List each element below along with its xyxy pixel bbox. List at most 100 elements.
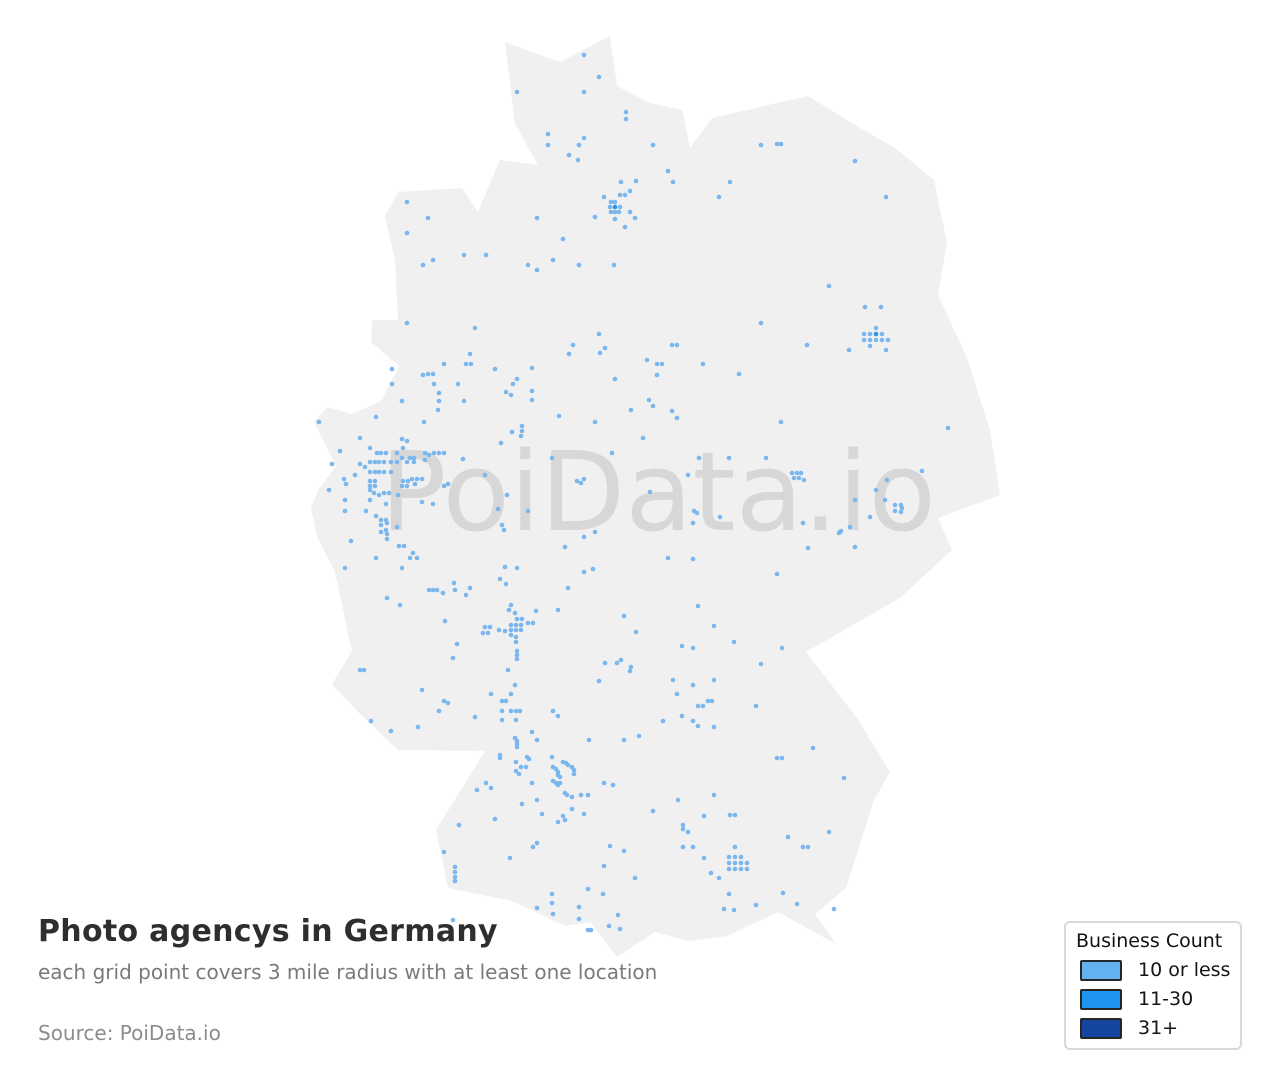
map-dot xyxy=(674,415,680,421)
map-dot xyxy=(397,602,403,608)
map-dot xyxy=(800,844,806,850)
map-dot xyxy=(419,687,425,693)
map-dot xyxy=(404,320,410,326)
legend-label-10-or-less: 10 or less xyxy=(1138,959,1231,981)
map-dot xyxy=(430,501,436,507)
map-dot xyxy=(574,478,580,484)
map-dot xyxy=(701,813,707,819)
map-dot xyxy=(504,492,510,498)
map-dot xyxy=(434,587,440,593)
map-dot xyxy=(680,844,686,850)
map-dot xyxy=(708,870,714,876)
map-dot xyxy=(422,457,428,463)
map-dot xyxy=(441,849,447,855)
map-dot xyxy=(430,371,436,377)
map-dot xyxy=(445,481,451,487)
map-dot xyxy=(627,188,633,194)
map-dot xyxy=(826,283,832,289)
map-dot xyxy=(753,703,759,709)
map-dot xyxy=(627,209,633,215)
map-dot xyxy=(463,361,469,367)
map-dot xyxy=(530,844,536,850)
map-dot xyxy=(389,366,395,372)
map-dot xyxy=(505,667,511,673)
map-dot xyxy=(660,718,666,724)
map-dot xyxy=(425,371,431,377)
map-dot xyxy=(383,501,389,507)
map-dot xyxy=(632,215,638,221)
map-dot xyxy=(852,544,858,550)
map-dot xyxy=(633,629,639,635)
map-dot xyxy=(496,627,502,633)
map-dot xyxy=(617,204,623,210)
map-dot xyxy=(731,639,737,645)
map-dot xyxy=(690,520,696,526)
map-dot xyxy=(690,682,696,688)
map-dot xyxy=(883,194,889,200)
map-dot xyxy=(852,158,858,164)
map-dot xyxy=(617,926,623,932)
map-dot xyxy=(805,844,811,850)
map-dot xyxy=(585,886,591,892)
map-dot xyxy=(480,630,486,636)
map-dot xyxy=(367,445,373,451)
map-dot xyxy=(590,566,596,572)
map-dot xyxy=(419,499,425,505)
map-dot xyxy=(483,780,489,786)
map-dot xyxy=(357,667,363,673)
map-dot xyxy=(421,419,427,425)
map-dot xyxy=(581,89,587,95)
map-dot xyxy=(597,350,603,356)
map-dot xyxy=(791,475,797,481)
legend-title: Business Count xyxy=(1076,930,1223,952)
map-dot xyxy=(488,785,494,791)
map-dot xyxy=(585,792,591,798)
map-dot xyxy=(362,464,368,470)
map-dot xyxy=(721,906,727,912)
map-dot xyxy=(363,508,369,514)
map-dot xyxy=(670,677,676,683)
map-dot xyxy=(576,904,582,910)
map-dot xyxy=(679,643,685,649)
map-dot xyxy=(367,487,373,493)
map-dot xyxy=(503,389,509,395)
map-dot xyxy=(555,713,561,719)
map-dot xyxy=(588,927,594,933)
map-dot xyxy=(472,714,478,720)
map-dot xyxy=(508,392,514,398)
map-dot xyxy=(632,875,638,881)
map-dot xyxy=(592,529,598,535)
map-dot xyxy=(778,419,784,425)
map-dot xyxy=(659,361,665,367)
map-dot xyxy=(529,729,535,735)
map-dot xyxy=(509,429,515,435)
map-dot xyxy=(329,461,335,467)
map-dot xyxy=(753,902,759,908)
map-dot xyxy=(612,216,618,222)
map-dot xyxy=(609,450,615,456)
map-dot xyxy=(519,616,525,622)
map-dot xyxy=(778,141,784,147)
map-dot xyxy=(472,325,478,331)
map-dot xyxy=(533,608,539,614)
map-dot xyxy=(644,357,650,363)
map-dot xyxy=(534,840,540,846)
map-dot xyxy=(873,325,879,331)
map-dot xyxy=(436,708,442,714)
map-dot xyxy=(679,713,685,719)
map-dot xyxy=(454,641,460,647)
map-dot xyxy=(744,866,750,872)
map-dot xyxy=(518,764,524,770)
map-dot xyxy=(607,843,613,849)
map-dot xyxy=(388,728,394,734)
map-dot xyxy=(502,564,508,570)
map-dot xyxy=(373,414,379,420)
map-dot xyxy=(670,179,676,185)
map-dot xyxy=(518,433,524,439)
map-dot xyxy=(367,483,373,489)
map-dot xyxy=(495,506,501,512)
map-dot xyxy=(879,331,885,337)
map-dot xyxy=(499,717,505,723)
map-dot xyxy=(627,668,633,674)
map-dot xyxy=(400,445,406,451)
